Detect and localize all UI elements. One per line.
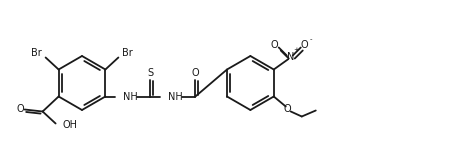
Text: Br: Br [31,49,42,58]
Text: Br: Br [122,49,133,58]
Text: +: + [293,48,299,54]
Text: O: O [301,40,308,49]
Text: N: N [287,52,294,61]
Text: O: O [17,104,24,115]
Text: -: - [309,36,312,43]
Text: NH: NH [168,92,183,103]
Text: O: O [191,67,199,78]
Text: O: O [284,103,292,113]
Text: NH: NH [124,92,138,103]
Text: S: S [147,67,154,78]
Text: O: O [271,40,278,49]
Text: OH: OH [63,119,78,130]
